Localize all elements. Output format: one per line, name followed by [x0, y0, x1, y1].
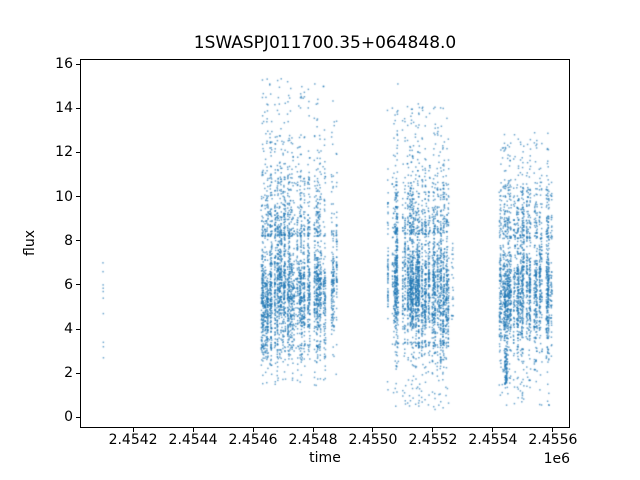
y-tick-label: 8: [64, 232, 73, 249]
y-tick-label: 4: [64, 321, 73, 338]
x-tick-label: 2.4556: [528, 432, 578, 448]
x-tick-mark: [552, 428, 554, 432]
x-tick-mark: [312, 428, 314, 432]
y-tick-label: 0: [64, 409, 73, 426]
x-tick-label: 2.4542: [108, 432, 158, 448]
x-tick-mark: [192, 428, 194, 432]
y-tick-mark: [76, 151, 80, 153]
y-tick-mark: [76, 63, 80, 65]
y-tick-label: 10: [55, 188, 73, 205]
x-tick-mark: [432, 428, 434, 432]
chart-title: 1SWASPJ011700.35+064848.0: [193, 33, 457, 53]
x-tick-mark: [372, 428, 374, 432]
y-axis-label: flux: [22, 230, 38, 256]
y-tick-mark: [76, 107, 80, 109]
y-tick-mark: [76, 372, 80, 374]
plot-area: [80, 59, 570, 428]
y-tick-label: 16: [55, 56, 73, 73]
x-tick-label: 2.4552: [408, 432, 458, 448]
y-tick-label: 2: [64, 365, 73, 382]
y-tick-mark: [76, 328, 80, 330]
y-tick-mark: [76, 240, 80, 242]
x-tick-label: 2.4544: [168, 432, 218, 448]
y-tick-mark: [76, 284, 80, 286]
y-tick-label: 6: [64, 276, 73, 293]
y-tick-mark: [76, 416, 80, 418]
x-tick-label: 2.4546: [228, 432, 278, 448]
y-tick-label: 12: [55, 144, 73, 161]
x-tick-label: 2.4554: [468, 432, 518, 448]
x-axis-label: time: [309, 450, 341, 466]
x-tick-label: 2.4550: [348, 432, 398, 448]
x-tick-mark: [132, 428, 134, 432]
x-axis-offset-label: 1e6: [543, 451, 570, 467]
y-tick-label: 14: [55, 100, 73, 117]
y-tick-mark: [76, 196, 80, 198]
x-tick-mark: [492, 428, 494, 432]
x-tick-mark: [252, 428, 254, 432]
x-tick-label: 2.4548: [288, 432, 338, 448]
